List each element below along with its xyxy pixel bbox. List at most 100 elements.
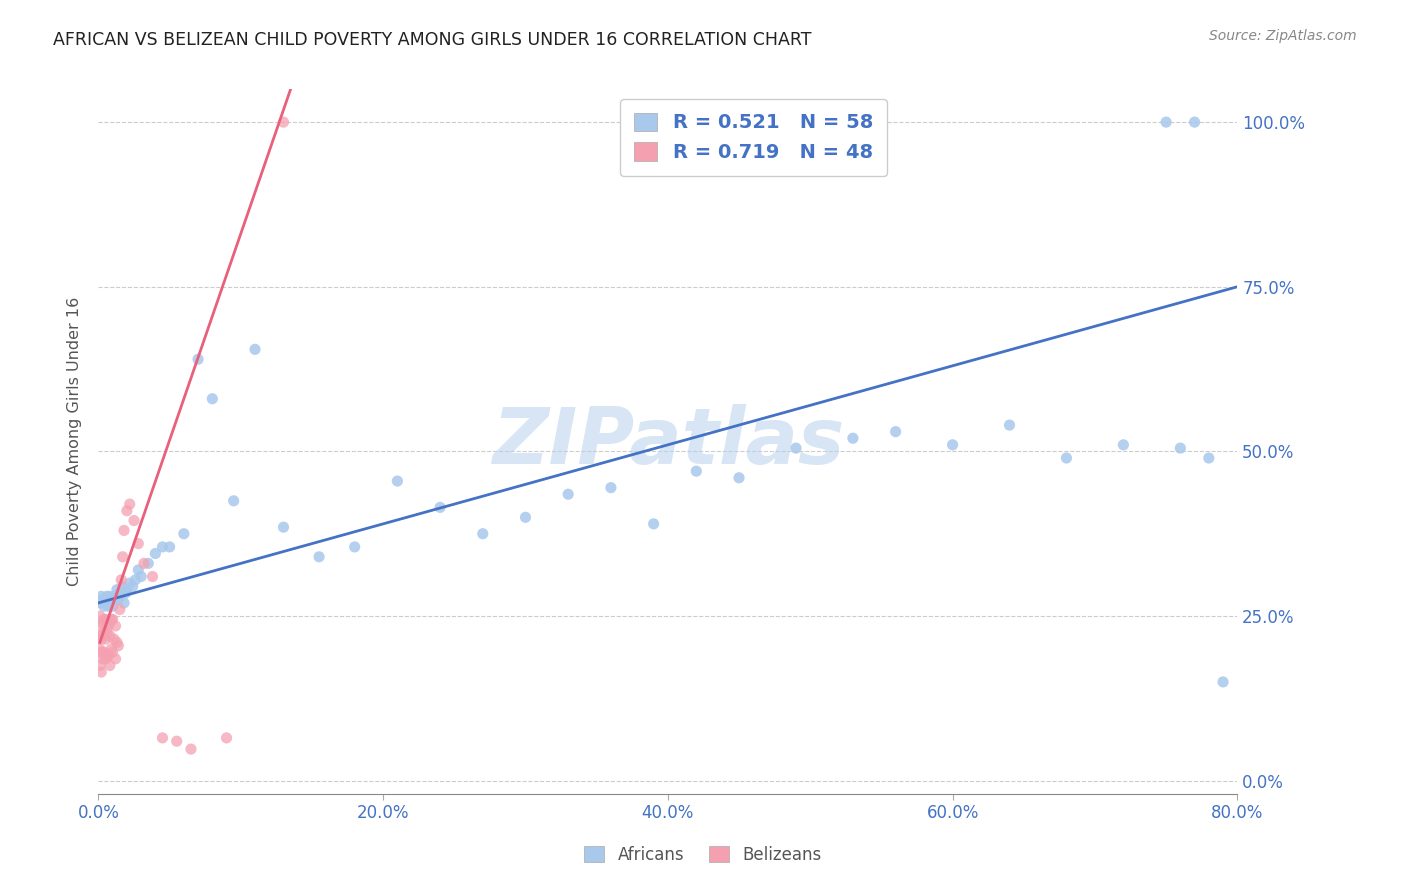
Point xyxy=(100,612,122,626)
Point xyxy=(101,612,124,626)
Point xyxy=(127,563,149,577)
Point xyxy=(308,549,330,564)
Point xyxy=(91,592,114,607)
Point xyxy=(127,536,149,550)
Point xyxy=(89,629,111,643)
Point xyxy=(101,645,124,659)
Point xyxy=(91,615,114,630)
Point xyxy=(515,510,537,524)
Point xyxy=(90,619,112,633)
Point xyxy=(91,652,114,666)
Point xyxy=(89,642,111,657)
Point xyxy=(93,625,115,640)
Point xyxy=(105,635,128,649)
Point xyxy=(136,557,159,571)
Point xyxy=(124,573,146,587)
Point xyxy=(96,590,118,604)
Point xyxy=(97,619,120,633)
Point xyxy=(98,590,121,604)
Point xyxy=(1184,115,1206,129)
Point xyxy=(98,615,121,630)
Point xyxy=(842,431,865,445)
Point xyxy=(429,500,451,515)
Point xyxy=(1154,115,1177,129)
Point xyxy=(93,645,115,659)
Point xyxy=(89,596,111,610)
Point xyxy=(728,471,751,485)
Point xyxy=(243,343,266,357)
Point xyxy=(93,599,115,614)
Point xyxy=(108,602,131,616)
Point xyxy=(94,612,117,626)
Point xyxy=(98,658,121,673)
Point xyxy=(97,599,120,614)
Text: Source: ZipAtlas.com: Source: ZipAtlas.com xyxy=(1209,29,1357,43)
Point xyxy=(101,599,124,614)
Point xyxy=(1170,441,1192,455)
Point xyxy=(111,579,134,593)
Point xyxy=(121,579,143,593)
Point xyxy=(122,514,145,528)
Point xyxy=(557,487,579,501)
Point xyxy=(107,639,129,653)
Point xyxy=(998,418,1021,433)
Point xyxy=(201,392,224,406)
Point xyxy=(104,590,127,604)
Point xyxy=(173,526,195,541)
Point xyxy=(1112,438,1135,452)
Point xyxy=(387,474,409,488)
Point xyxy=(105,582,128,597)
Point xyxy=(187,352,209,367)
Point xyxy=(103,592,125,607)
Point xyxy=(152,540,174,554)
Point xyxy=(273,520,295,534)
Point xyxy=(90,665,112,679)
Point xyxy=(180,742,202,756)
Point xyxy=(108,586,131,600)
Point xyxy=(94,652,117,666)
Point xyxy=(166,734,188,748)
Point xyxy=(111,549,134,564)
Point xyxy=(1212,674,1234,689)
Point xyxy=(96,648,118,663)
Point xyxy=(115,582,138,597)
Point xyxy=(90,645,112,659)
Point xyxy=(112,596,135,610)
Point xyxy=(94,596,117,610)
Legend: Africans, Belizeans: Africans, Belizeans xyxy=(578,839,828,871)
Point xyxy=(91,629,114,643)
Point xyxy=(884,425,907,439)
Point xyxy=(118,497,141,511)
Point xyxy=(89,658,111,673)
Point xyxy=(96,625,118,640)
Point xyxy=(215,731,238,745)
Point xyxy=(107,592,129,607)
Point xyxy=(222,493,245,508)
Point xyxy=(93,612,115,626)
Y-axis label: Child Poverty Among Girls Under 16: Child Poverty Among Girls Under 16 xyxy=(67,297,83,586)
Point xyxy=(97,648,120,663)
Point xyxy=(132,557,155,571)
Point xyxy=(89,609,111,624)
Point xyxy=(471,526,494,541)
Point xyxy=(90,590,112,604)
Point xyxy=(643,516,665,531)
Point xyxy=(1056,450,1078,465)
Point xyxy=(118,576,141,591)
Point xyxy=(273,115,295,129)
Point xyxy=(600,481,623,495)
Text: ZIPatlas: ZIPatlas xyxy=(492,403,844,480)
Point xyxy=(110,573,132,587)
Point xyxy=(90,632,112,646)
Point xyxy=(100,642,122,657)
Point xyxy=(112,524,135,538)
Point xyxy=(685,464,707,478)
Point xyxy=(141,569,163,583)
Text: AFRICAN VS BELIZEAN CHILD POVERTY AMONG GIRLS UNDER 16 CORRELATION CHART: AFRICAN VS BELIZEAN CHILD POVERTY AMONG … xyxy=(53,31,811,49)
Point xyxy=(343,540,366,554)
Point xyxy=(942,438,965,452)
Point xyxy=(100,592,122,607)
Point xyxy=(94,632,117,646)
Point xyxy=(785,441,807,455)
Point xyxy=(145,547,167,561)
